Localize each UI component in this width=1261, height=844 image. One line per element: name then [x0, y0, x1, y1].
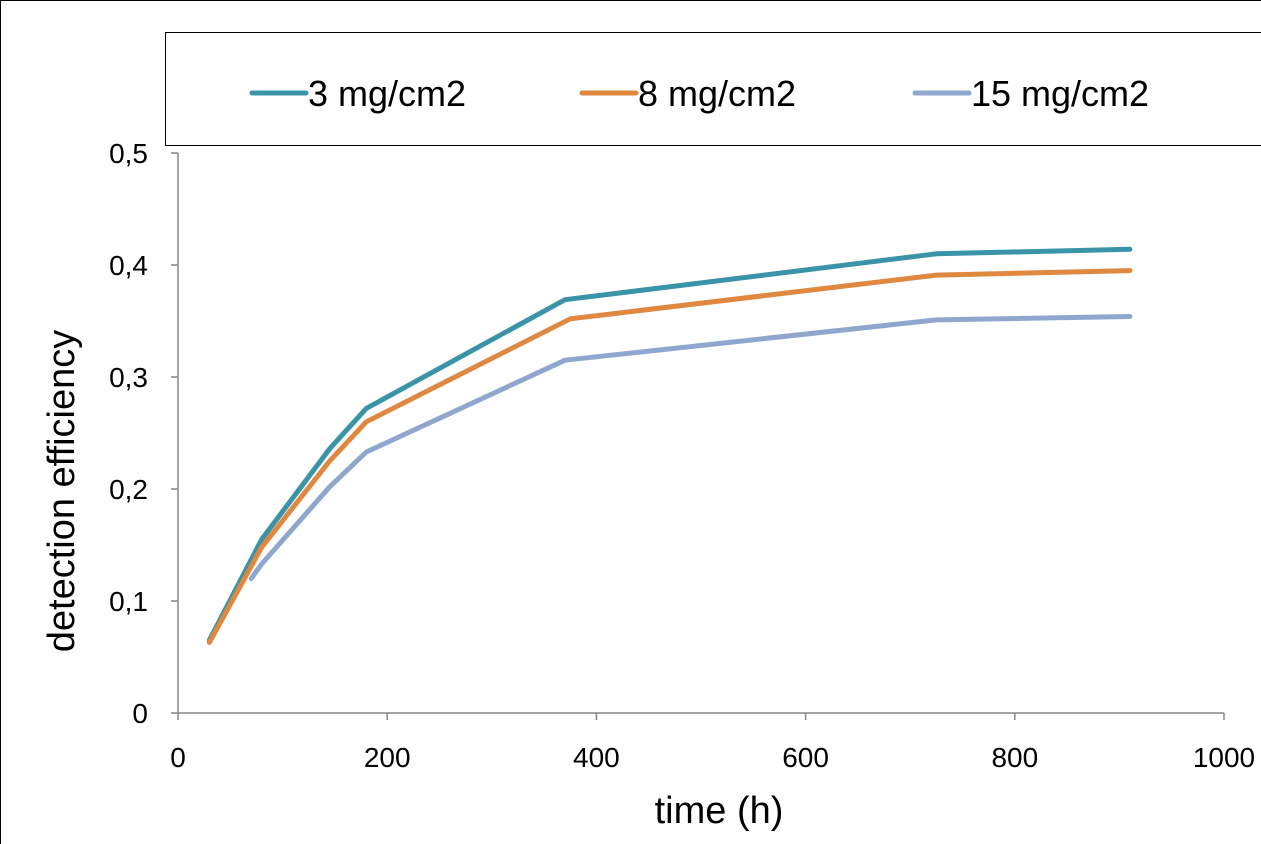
legend-label-3: 15 mg/cm2 — [971, 73, 1149, 114]
x-tick-label: 1000 — [1193, 742, 1255, 773]
series-line-1 — [206, 246, 1133, 643]
legend-box — [165, 32, 1261, 146]
plot-area — [206, 246, 1133, 645]
y-tick-label: 0,2 — [109, 474, 148, 505]
x-tick-label: 800 — [991, 742, 1038, 773]
y-tick-label: 0,1 — [109, 586, 148, 617]
series-line-3 — [248, 314, 1133, 582]
y-tick-label: 0,4 — [109, 250, 148, 281]
x-tick-label: 200 — [364, 742, 411, 773]
legend-label-2: 8 mg/cm2 — [638, 73, 796, 114]
legend: 3 mg/cm2 8 mg/cm2 15 mg/cm2 — [249, 73, 1149, 114]
y-axis-title: detection efficiency — [41, 330, 83, 653]
x-tick-label: 0 — [170, 742, 186, 773]
y-tick-label: 0,5 — [109, 138, 148, 169]
axes: 0 0,1 0,2 0,3 0,4 0,5 0 200 400 600 800 1000 — [109, 138, 1255, 773]
x-axis-title: time (h) — [655, 790, 784, 832]
y-tick-label: 0,3 — [109, 362, 148, 393]
x-tick-label: 400 — [573, 742, 620, 773]
x-tick-label: 600 — [782, 742, 829, 773]
series-line-2 — [206, 268, 1133, 645]
y-tick-label: 0 — [132, 698, 148, 729]
legend-label-1: 3 mg/cm2 — [308, 73, 466, 114]
